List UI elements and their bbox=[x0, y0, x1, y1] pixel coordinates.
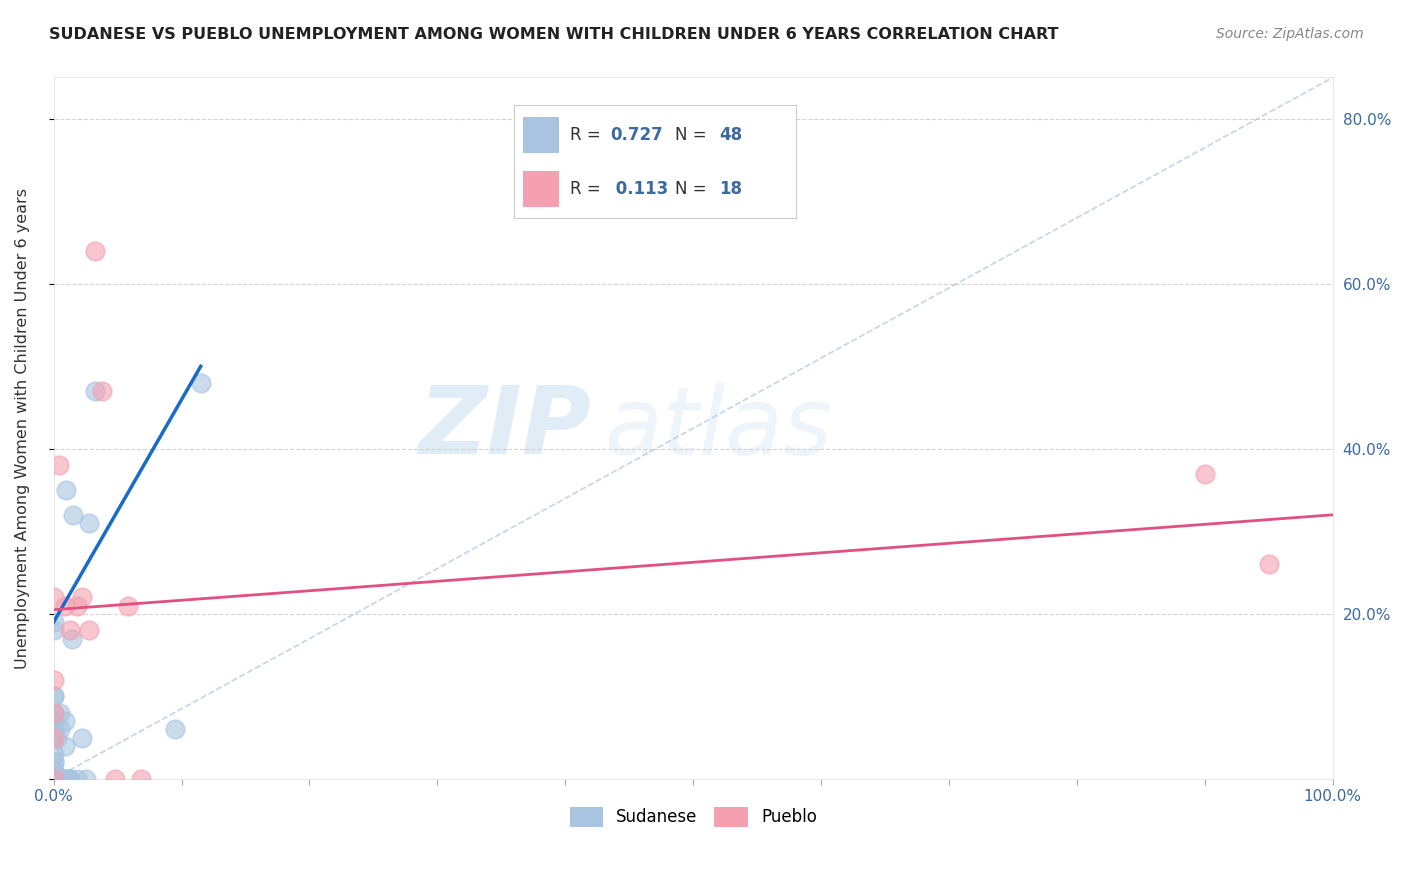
Point bbox=[53, 714, 76, 728]
Point bbox=[70, 731, 93, 745]
Text: SUDANESE VS PUEBLO UNEMPLOYMENT AMONG WOMEN WITH CHILDREN UNDER 6 YEARS CORRELAT: SUDANESE VS PUEBLO UNEMPLOYMENT AMONG WO… bbox=[49, 27, 1059, 42]
Point bbox=[42, 772, 65, 786]
Point bbox=[42, 772, 65, 786]
Point bbox=[59, 624, 82, 638]
Point bbox=[42, 772, 65, 786]
Point bbox=[42, 624, 65, 638]
Point bbox=[49, 723, 72, 737]
Point bbox=[42, 673, 65, 687]
Point bbox=[58, 772, 80, 786]
Point bbox=[42, 731, 65, 745]
Point bbox=[42, 772, 65, 786]
Point bbox=[59, 772, 82, 786]
Point bbox=[62, 508, 84, 522]
Point bbox=[66, 772, 89, 786]
Point bbox=[55, 483, 77, 497]
Point bbox=[53, 739, 76, 753]
Point bbox=[42, 731, 65, 745]
Point bbox=[46, 731, 69, 745]
Point bbox=[42, 764, 65, 778]
Point bbox=[42, 772, 65, 786]
Point bbox=[56, 772, 79, 786]
Point bbox=[49, 706, 72, 720]
Point bbox=[42, 747, 65, 761]
Point bbox=[129, 772, 152, 786]
Point bbox=[42, 714, 65, 728]
Text: Source: ZipAtlas.com: Source: ZipAtlas.com bbox=[1216, 27, 1364, 41]
Point bbox=[42, 764, 65, 778]
Point bbox=[42, 615, 65, 629]
Point bbox=[52, 772, 75, 786]
Point bbox=[42, 772, 65, 786]
Point bbox=[48, 772, 70, 786]
Point bbox=[55, 772, 77, 786]
Point bbox=[60, 632, 83, 646]
Point bbox=[42, 723, 65, 737]
Point bbox=[42, 772, 65, 786]
Point bbox=[83, 384, 105, 398]
Point bbox=[91, 384, 114, 398]
Point bbox=[42, 591, 65, 605]
Point bbox=[42, 772, 65, 786]
Text: ZIP: ZIP bbox=[418, 382, 591, 475]
Point bbox=[53, 599, 76, 613]
Point bbox=[42, 706, 65, 720]
Point bbox=[1257, 558, 1279, 572]
Point bbox=[42, 772, 65, 786]
Point bbox=[42, 772, 65, 786]
Point bbox=[66, 599, 89, 613]
Point bbox=[190, 376, 212, 390]
Point bbox=[46, 772, 69, 786]
Point bbox=[42, 714, 65, 728]
Point bbox=[51, 772, 73, 786]
Point bbox=[42, 756, 65, 770]
Point bbox=[42, 690, 65, 704]
Text: atlas: atlas bbox=[603, 383, 832, 474]
Point bbox=[42, 756, 65, 770]
Point bbox=[79, 516, 101, 530]
Point bbox=[79, 624, 101, 638]
Point bbox=[48, 458, 70, 473]
Point bbox=[83, 244, 105, 258]
Point bbox=[104, 772, 127, 786]
Point bbox=[42, 690, 65, 704]
Point bbox=[42, 772, 65, 786]
Y-axis label: Unemployment Among Women with Children Under 6 years: Unemployment Among Women with Children U… bbox=[15, 187, 30, 669]
Point bbox=[1194, 467, 1216, 481]
Point bbox=[117, 599, 139, 613]
Point bbox=[165, 723, 187, 737]
Point bbox=[75, 772, 97, 786]
Point bbox=[42, 706, 65, 720]
Point bbox=[51, 772, 73, 786]
Legend: Sudanese, Pueblo: Sudanese, Pueblo bbox=[562, 800, 824, 834]
Point bbox=[70, 591, 93, 605]
